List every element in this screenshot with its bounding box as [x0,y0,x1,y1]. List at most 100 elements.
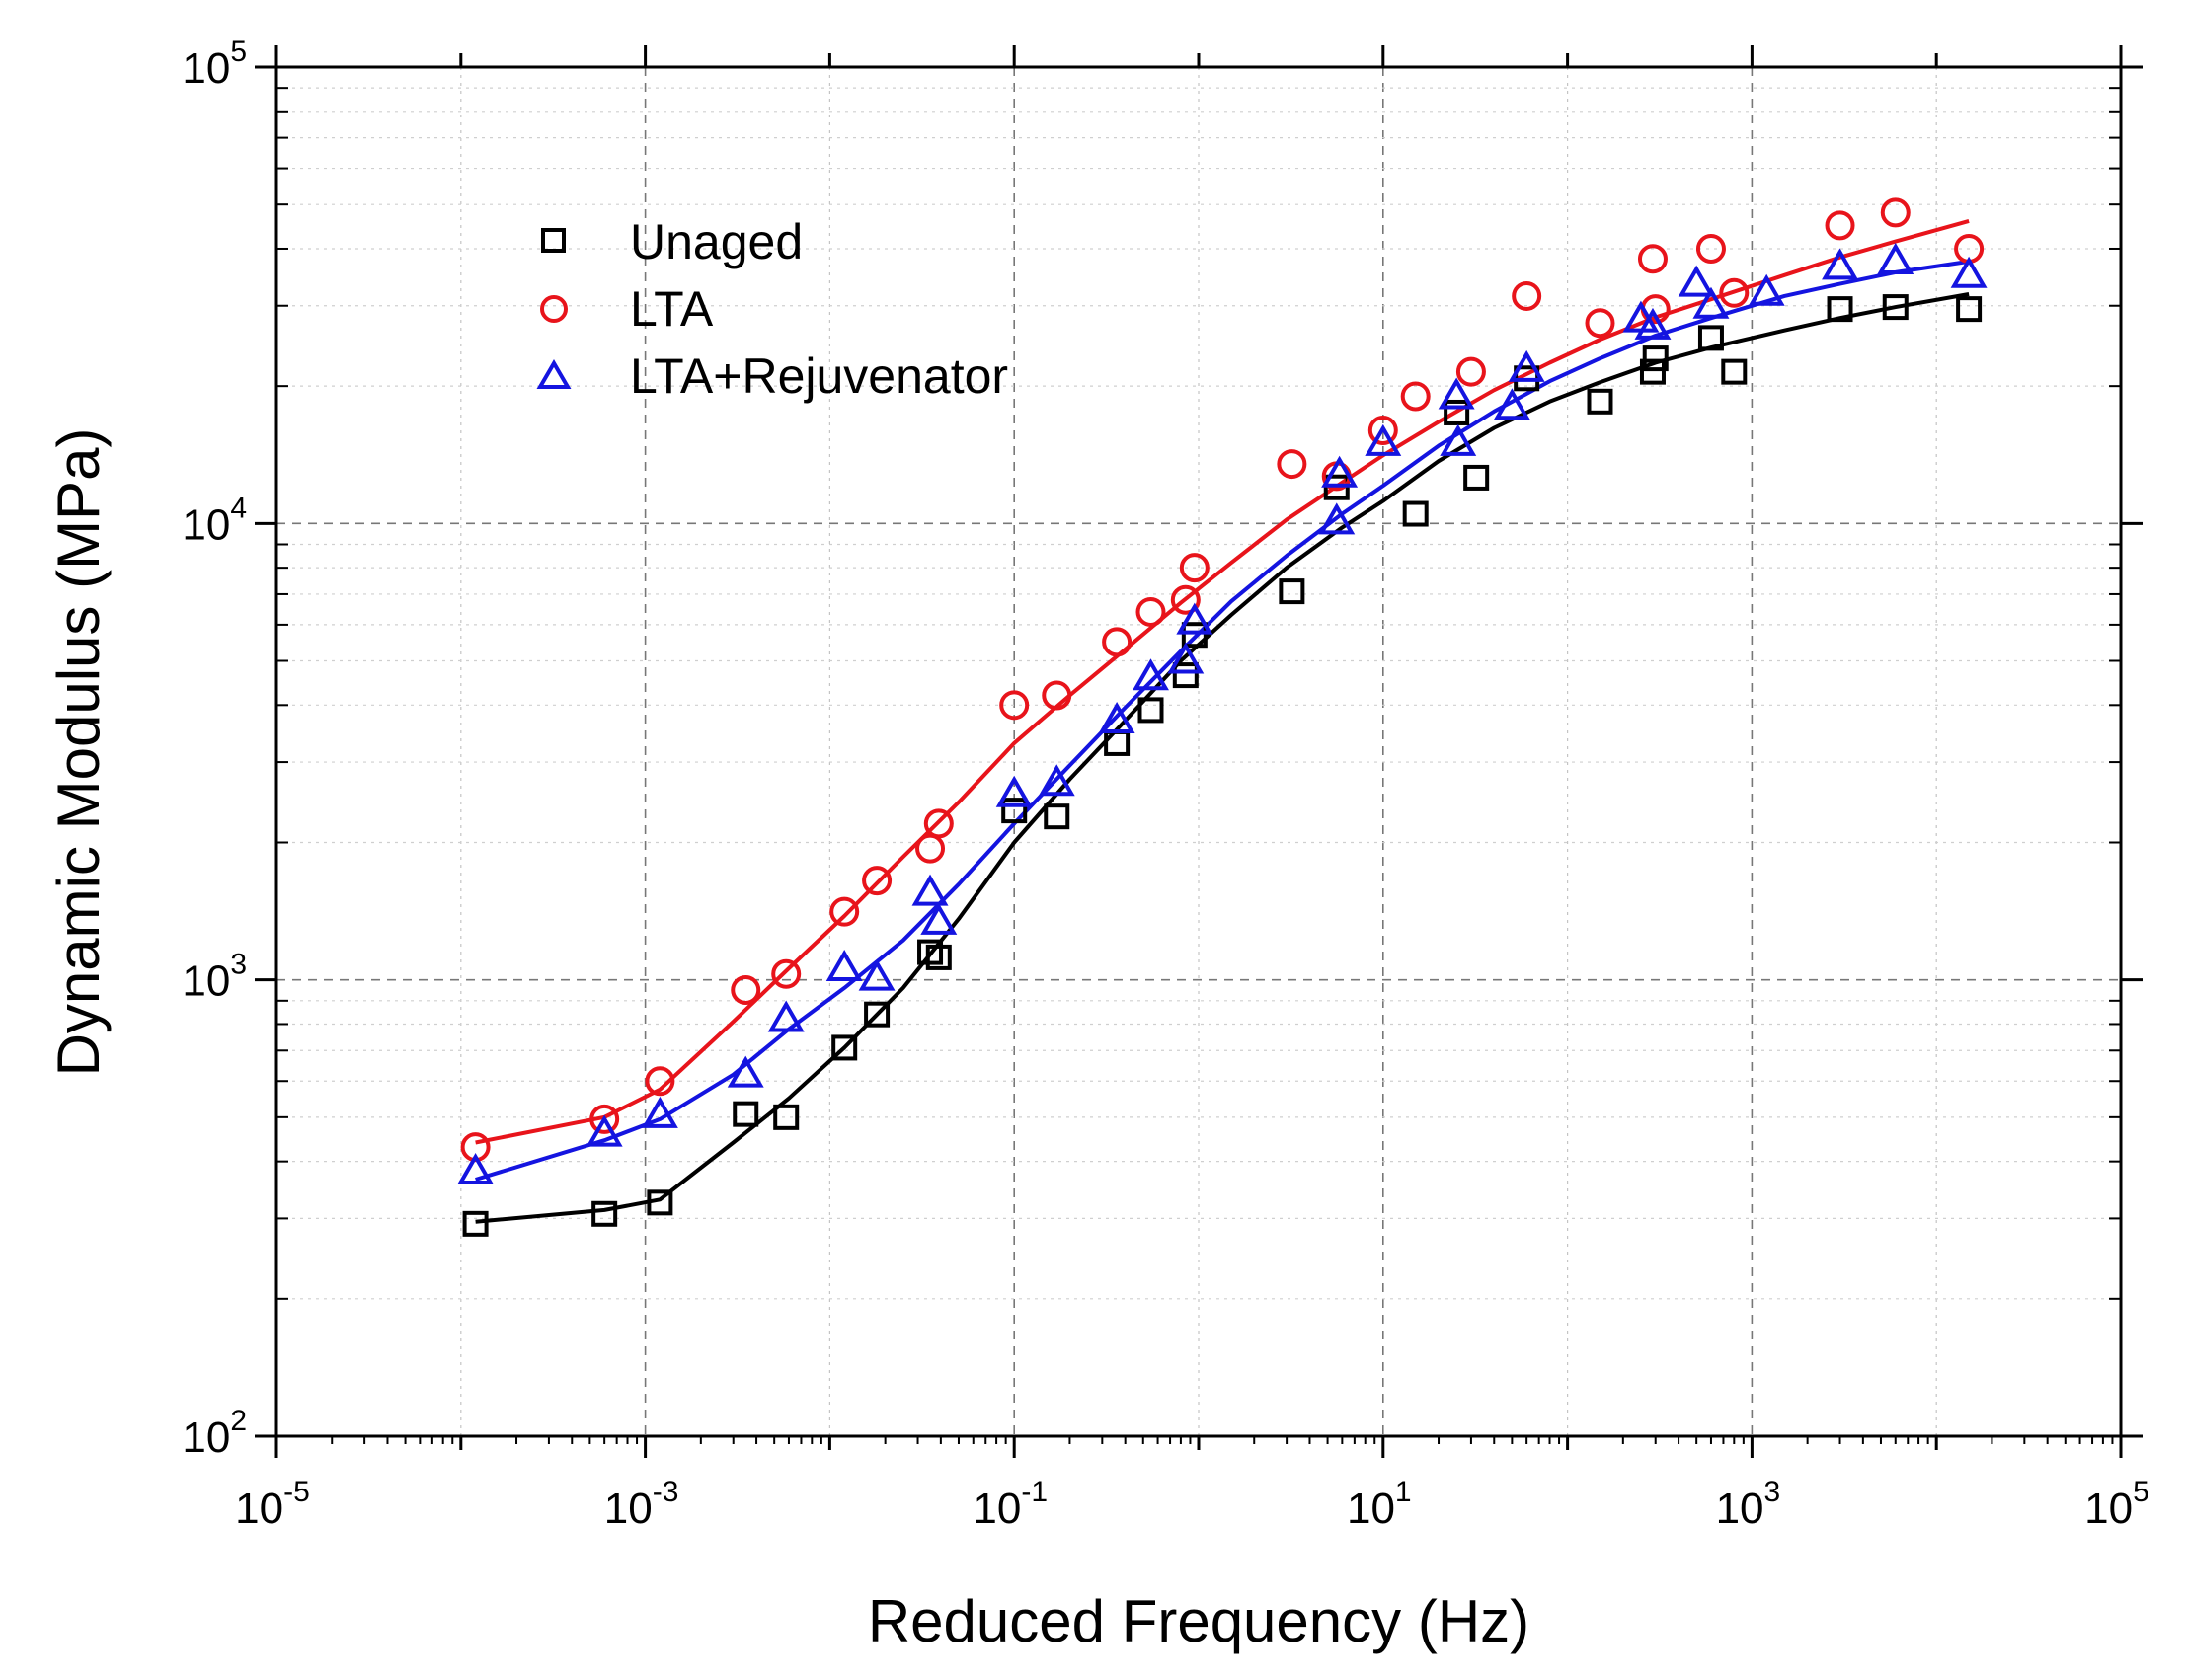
data-point-unaged [1697,325,1724,351]
data-point-lta [1637,244,1668,274]
data-point-lta [1102,627,1133,657]
data-point-lta-rejuvenator [1748,273,1785,306]
legend-label-unaged: Unaged [630,214,803,269]
data-point-lta-rejuvenator [1822,248,1858,280]
data-point-lta [915,833,946,864]
data-point-lta [1179,553,1210,583]
data-point-unaged [864,1001,891,1028]
data-point-lta-rejuvenator [767,1000,805,1032]
y-axis-title: Dynamic Modulus (MPa) [45,428,112,1077]
data-point-lta [589,1104,620,1134]
y-tick-label: 105 [182,36,247,93]
data-point-lta [1367,415,1398,445]
grid-lines [276,67,2121,1436]
data-point-lta [1170,584,1201,615]
y-tick-label: 102 [182,1405,247,1462]
data-point-lta-rejuvenator [1038,764,1075,797]
data-point-lta [1455,356,1486,387]
data-point-unaged [773,1104,800,1130]
data-point-unaged [462,1210,489,1237]
data-point-lta-rejuvenator [1692,286,1730,319]
x-tick-label: 103 [1716,1476,1781,1533]
data-point-unaged [1639,358,1666,385]
y-tick-label: 104 [182,492,247,549]
tick-labels: 10-5 10-3 10-1 101 103 105 102 103 104 105 [182,36,2148,1533]
data-point-lta [1400,381,1431,412]
data-point-lta-rejuvenator [1493,388,1530,420]
data-point-unaged [1279,578,1305,605]
data-point-lta-rejuvenator [1365,423,1402,456]
data-point-lta-rejuvenator [586,1114,623,1147]
data-point-lta-rejuvenator [1440,423,1477,456]
data-point-lta-rejuvenator [1678,265,1715,297]
legend: Unaged LTA LTA+Rejuvenator [536,214,1008,404]
data-point-lta-rejuvenator [911,874,949,906]
data-point-lta [1719,277,1750,308]
data-point-unaged [647,1189,673,1216]
data-point-unaged [925,944,952,970]
data-point-lta-rejuvenator [1950,256,1988,288]
data-point-unaged [917,939,944,965]
x-tick-label: 10-3 [604,1476,679,1533]
data-point-unaged [591,1200,618,1227]
data-point-unaged [1444,399,1470,425]
x-tick-label: 105 [2084,1476,2149,1533]
data-point-lta [1277,449,1307,480]
data-point-lta [1512,280,1542,311]
fit-curve-lta [475,218,1970,1145]
data-point-lta-rejuvenator [727,1055,764,1088]
data-point-unaged [831,1034,858,1061]
fit-curve-unaged [475,292,1970,1224]
axis-ticks [255,45,2143,1458]
data-point-lta-rejuvenator [1508,349,1545,382]
legend-label-lta: LTA [630,281,714,337]
data-point-unaged [1882,294,1909,321]
data-point-unaged [1402,500,1429,527]
data-point-unaged [1137,697,1164,724]
data-point-lta-rejuvenator [1176,602,1213,635]
data-point-lta [1042,680,1072,711]
data-point-lta [1825,210,1855,241]
data-point-unaged [1827,296,1853,323]
data-point-lta [1585,308,1615,339]
data-point-lta [1880,197,1911,228]
data-point-unaged [1044,803,1070,830]
data-point-lta [923,808,954,839]
data-point-lta-rejuvenator [995,775,1033,807]
legend-label-lta-rejuvenator: LTA+Rejuvenator [630,348,1008,404]
data-point-lta [862,866,893,896]
data-point-lta [829,896,860,927]
legend-triangle-marker [536,359,572,389]
data-point-lta [999,690,1030,721]
data-point-lta-rejuvenator [641,1096,678,1128]
legend-circle-marker [540,295,568,323]
x-tick-label: 10-5 [235,1476,310,1533]
data-point-lta-rejuvenator [1133,658,1169,691]
data-point-lta-rejuvenator [1877,242,1914,274]
data-point-lta [731,974,761,1005]
data-point-lta-rejuvenator [1321,455,1359,488]
data-point-lta-rejuvenator [825,949,863,981]
plot-frame [274,65,2123,1438]
data-point-unaged [1181,622,1208,649]
data-point-unaged [733,1101,759,1127]
data-point-unaged [1642,345,1669,372]
legend-item-lta-rejuvenator: LTA+Rejuvenator [536,348,1008,404]
data-point-unaged [1956,296,1983,323]
y-tick-label: 103 [182,949,247,1006]
data-point-lta [771,958,802,989]
data-point-lta [645,1066,675,1097]
x-axis-title: Reduced Frequency (Hz) [868,1588,1529,1654]
data-point-unaged [1587,388,1613,415]
data-point-unaged [1172,662,1199,689]
x-tick-label: 101 [1347,1476,1412,1533]
data-point-lta [1135,596,1166,627]
data-point-unaged [1463,464,1490,491]
data-point-unaged [1721,358,1748,385]
data-points [457,197,1988,1237]
data-point-lta-rejuvenator [1318,502,1356,535]
data-point-lta-rejuvenator [1167,642,1205,674]
legend-item-lta: LTA [540,281,714,337]
data-point-lta-rejuvenator [1098,701,1135,733]
